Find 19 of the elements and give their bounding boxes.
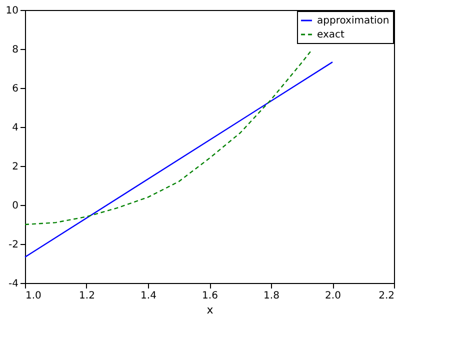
legend-label: approximation (317, 16, 390, 26)
x-tick-label: 2.0 (325, 290, 341, 302)
y-tick-label: 10 (6, 6, 18, 16)
x-tick-label: 1.0 (26, 290, 42, 302)
y-tick-label: 4 (12, 122, 18, 134)
x-tick-label: 1.8 (264, 290, 280, 302)
x-tick-label: 2.2 (378, 290, 394, 302)
x-tick-label: 1.4 (140, 290, 156, 302)
y-tick-label: 8 (12, 44, 18, 56)
x-tick-label: 1.6 (202, 290, 218, 302)
legend-label: exact (317, 30, 345, 40)
y-tick-label: 0 (12, 200, 18, 212)
y-tick-label: 6 (12, 84, 18, 94)
y-tick-label: 2 (12, 162, 18, 172)
y-tick-label: -4 (8, 278, 18, 290)
x-axis-title: x (206, 304, 214, 316)
line-series (24, 50, 312, 226)
x-tick-label: 1.2 (79, 290, 95, 302)
y-tick-label: -2 (8, 240, 18, 250)
